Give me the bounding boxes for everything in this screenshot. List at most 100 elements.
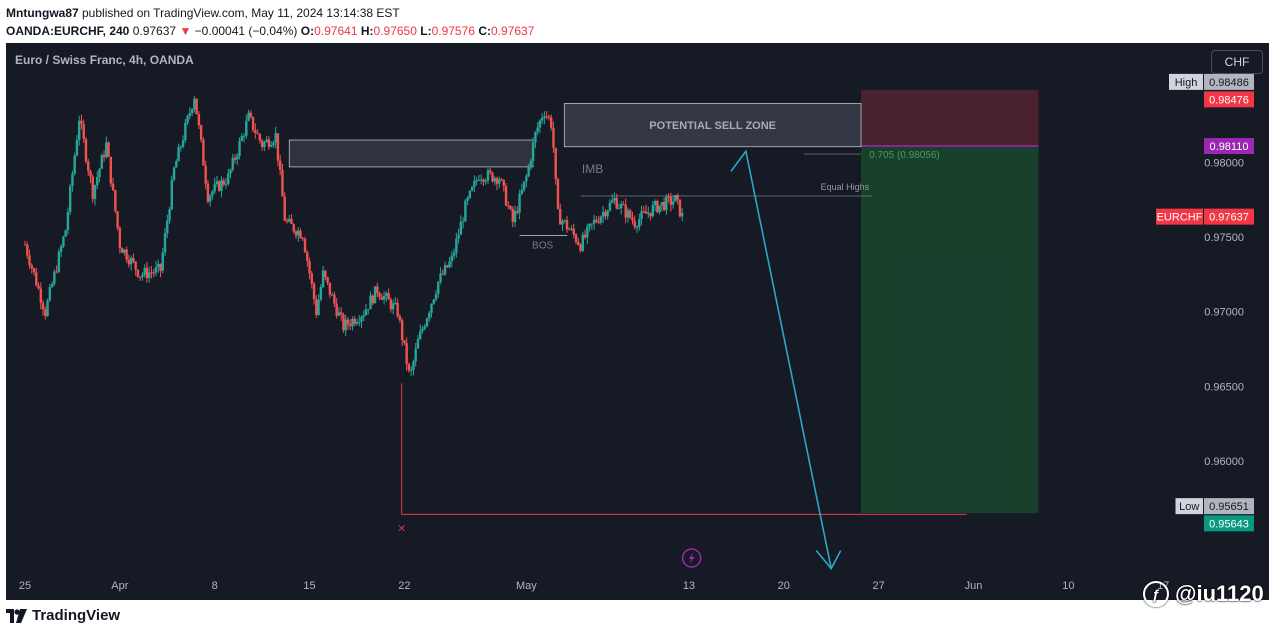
candle xyxy=(516,211,519,213)
candle xyxy=(419,331,422,340)
imb-label: IMB xyxy=(582,162,603,176)
watermark-text: @iu1120 xyxy=(1175,581,1264,606)
author-name[interactable]: Mntungwa87 xyxy=(6,6,79,20)
candle xyxy=(678,199,682,217)
candle xyxy=(37,285,40,289)
candle xyxy=(265,139,268,143)
candle xyxy=(73,155,76,174)
candle xyxy=(498,179,501,184)
candle xyxy=(396,302,399,317)
candle xyxy=(274,133,277,143)
candle xyxy=(290,218,293,225)
candle xyxy=(651,205,655,217)
candle xyxy=(229,169,232,174)
candle xyxy=(552,127,555,148)
price-axis-tick-2: 0.97000 xyxy=(1204,307,1244,319)
candle xyxy=(583,234,587,238)
price-tag-value: 0.95651 xyxy=(1209,501,1249,513)
candle xyxy=(297,230,300,236)
candle xyxy=(520,189,524,194)
price-tag-name: Low xyxy=(1179,501,1199,513)
candle xyxy=(93,185,97,199)
candle xyxy=(319,286,323,300)
candle xyxy=(561,221,564,225)
tradingview-logo[interactable]: TradingView xyxy=(6,607,120,624)
candle xyxy=(430,303,433,313)
candle xyxy=(653,200,657,206)
candle xyxy=(204,165,207,184)
candle xyxy=(188,112,192,116)
candle xyxy=(360,316,363,322)
publish-line: Mntungwa87 published on TradingView.com,… xyxy=(6,4,534,22)
candle xyxy=(163,233,167,253)
candle xyxy=(317,299,320,316)
candle xyxy=(369,295,372,310)
close-label: C: xyxy=(478,24,491,38)
time-axis-tick-3: 15 xyxy=(303,580,315,592)
time-axis-tick-1: Apr xyxy=(111,580,128,592)
candle xyxy=(308,261,311,274)
candle xyxy=(615,198,618,209)
time-axis-tick-2: 8 xyxy=(212,580,218,592)
chart-panel[interactable]: POTENTIAL SELL ZONE 0.705 (0.98056) Equal … xyxy=(6,43,1269,600)
candle xyxy=(660,202,664,206)
candle xyxy=(321,270,325,287)
candle xyxy=(423,326,426,329)
candle xyxy=(258,134,262,141)
fib-label: 0.705 (0.98056) xyxy=(869,150,940,161)
candle xyxy=(145,267,149,279)
price-tag-value: 0.98486 xyxy=(1209,77,1249,89)
candle xyxy=(662,202,666,210)
candle xyxy=(249,112,253,117)
tradingview-logo-icon xyxy=(6,608,27,623)
candle xyxy=(116,211,119,229)
high-value: 0.97650 xyxy=(373,24,417,38)
candle xyxy=(385,293,388,296)
swing-low-marker: × xyxy=(397,521,406,534)
candle xyxy=(391,303,395,310)
candle xyxy=(502,179,505,186)
low-value: 0.97576 xyxy=(431,24,475,38)
candle xyxy=(629,210,632,218)
time-axis-tick-6: 13 xyxy=(683,580,695,592)
candle xyxy=(315,299,318,316)
candle xyxy=(102,155,106,158)
candle xyxy=(278,160,282,171)
candle xyxy=(193,98,196,110)
candle xyxy=(581,234,585,251)
candle xyxy=(495,178,499,184)
candle xyxy=(333,294,336,304)
price-tag-name-bg xyxy=(1175,498,1203,515)
chart-title: Euro / Swiss Franc, 4h, OANDA xyxy=(15,53,194,67)
candle xyxy=(276,133,280,161)
candle xyxy=(364,309,368,316)
price-tag-0: 0.98486 High xyxy=(1169,73,1254,90)
price-tag-5: 0.95643 xyxy=(1204,515,1254,532)
candle xyxy=(247,112,250,121)
candle xyxy=(294,231,298,236)
candle xyxy=(132,257,135,262)
candle xyxy=(477,179,481,181)
candle xyxy=(538,120,542,128)
candle xyxy=(387,293,390,300)
price-tag-bg xyxy=(1204,138,1254,155)
price-tag-4: 0.95651 Low xyxy=(1175,498,1254,515)
candle xyxy=(227,173,230,184)
candle xyxy=(398,316,402,321)
candle xyxy=(168,209,171,221)
candle xyxy=(328,282,332,295)
candle xyxy=(349,324,352,327)
candles-group xyxy=(23,95,684,376)
candle xyxy=(324,270,327,278)
candle xyxy=(588,224,591,227)
price-tag-name: High xyxy=(1175,77,1198,89)
currency-button[interactable]: CHF xyxy=(1211,50,1263,74)
candle xyxy=(260,140,264,148)
candle xyxy=(100,155,103,169)
candle xyxy=(222,180,225,185)
candle xyxy=(154,267,158,273)
candle xyxy=(400,320,404,340)
candle xyxy=(213,184,216,192)
price-chart[interactable]: POTENTIAL SELL ZONE 0.705 (0.98056) Equal … xyxy=(6,43,1269,600)
time-axis-tick-4: 22 xyxy=(398,580,410,592)
